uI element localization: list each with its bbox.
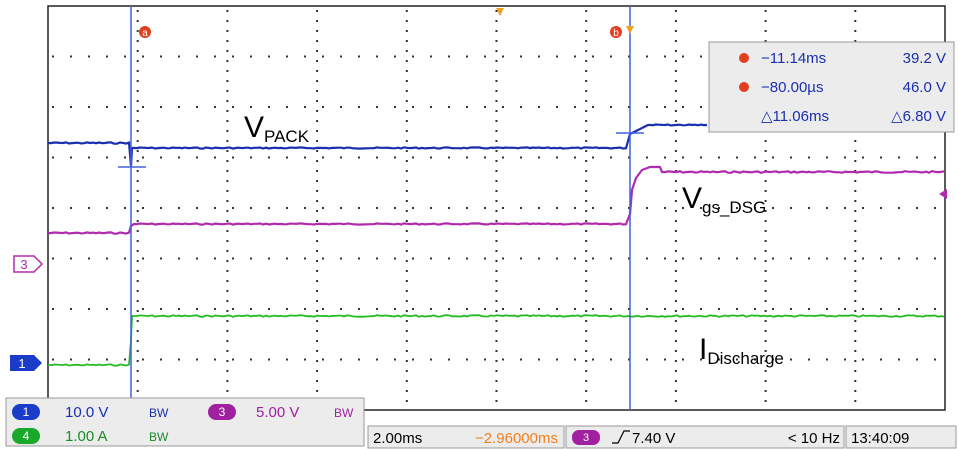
ch1-scale: 10.0 V bbox=[65, 404, 108, 421]
readout-delta-volt: △6.80 V bbox=[891, 108, 946, 125]
ch4-bw-icon: BW bbox=[149, 430, 169, 444]
svg-text:1: 1 bbox=[18, 356, 25, 371]
ch3-scale: 5.00 V bbox=[256, 404, 299, 421]
clock-time: 13:40:09 bbox=[851, 430, 909, 447]
clock-panel: 13:40:09 bbox=[845, 425, 957, 449]
vpack-trace bbox=[47, 123, 708, 167]
ch3-right-arrow-icon bbox=[939, 189, 947, 199]
ch1-bw-icon: BW bbox=[149, 406, 169, 420]
vgs-dsg-label: Vgs_DSG bbox=[682, 182, 766, 217]
cursor-b-marker[interactable]: b bbox=[610, 26, 622, 39]
delay-value: −2.96000ms bbox=[475, 430, 558, 447]
ch1-reference-marker[interactable]: 1 bbox=[10, 355, 42, 371]
ch3-reference-marker[interactable]: 3 bbox=[13, 255, 44, 273]
trigger-position-icon bbox=[496, 8, 504, 16]
ch1-badge[interactable]: 1 bbox=[12, 404, 40, 420]
readout-a-volt: 39.2 V bbox=[903, 50, 946, 67]
readout-a-time: −11.14ms bbox=[761, 50, 826, 67]
trigger-frequency: < 10 Hz bbox=[788, 430, 840, 447]
svg-text:3: 3 bbox=[219, 405, 226, 419]
trigger-panel: 3 7.40 V < 10 Hz bbox=[565, 425, 845, 449]
channel-settings-panel: 1 10.0 V BW 3 5.00 V BW 4 1.00 A BW bbox=[5, 397, 365, 447]
timebase-panel: 2.00ms −2.96000ms bbox=[367, 425, 565, 449]
readout-b-time: −80.00µs bbox=[761, 79, 823, 96]
readout-b-volt: 46.0 V bbox=[903, 79, 946, 96]
idischarge-trace bbox=[47, 314, 945, 367]
cursor-a-marker[interactable]: a bbox=[139, 26, 151, 39]
idischarge-label: IDischarge bbox=[699, 333, 784, 368]
ch4-badge[interactable]: 4 bbox=[12, 428, 40, 444]
trigger-level: 7.40 V bbox=[632, 430, 675, 447]
ch3-badge[interactable]: 3 bbox=[208, 404, 236, 420]
cursor-readout-panel: −11.14ms 39.2 V −80.00µs 46.0 V △11.06ms… bbox=[708, 41, 955, 133]
ch3-bw-icon: BW bbox=[334, 406, 354, 420]
cursor-b-letter: b bbox=[613, 28, 619, 39]
readout-delta-time: △11.06ms bbox=[761, 108, 829, 125]
readout-a-icon bbox=[739, 53, 749, 63]
svg-text:4: 4 bbox=[23, 429, 30, 443]
svg-text:3: 3 bbox=[583, 432, 589, 444]
vgs-dsg-trace bbox=[47, 165, 945, 235]
readout-b-icon bbox=[739, 82, 749, 92]
svg-text:3: 3 bbox=[20, 257, 27, 272]
ch4-scale: 1.00 A bbox=[65, 428, 108, 445]
cursor-a-letter: a bbox=[142, 28, 148, 39]
vpack-label: VPACK bbox=[244, 111, 310, 146]
svg-text:1: 1 bbox=[23, 405, 30, 419]
timebase-value: 2.00ms bbox=[373, 430, 422, 447]
rising-edge-icon bbox=[612, 430, 630, 444]
trigger-point-icon bbox=[626, 26, 634, 34]
trigger-channel-badge[interactable]: 3 bbox=[572, 430, 600, 445]
